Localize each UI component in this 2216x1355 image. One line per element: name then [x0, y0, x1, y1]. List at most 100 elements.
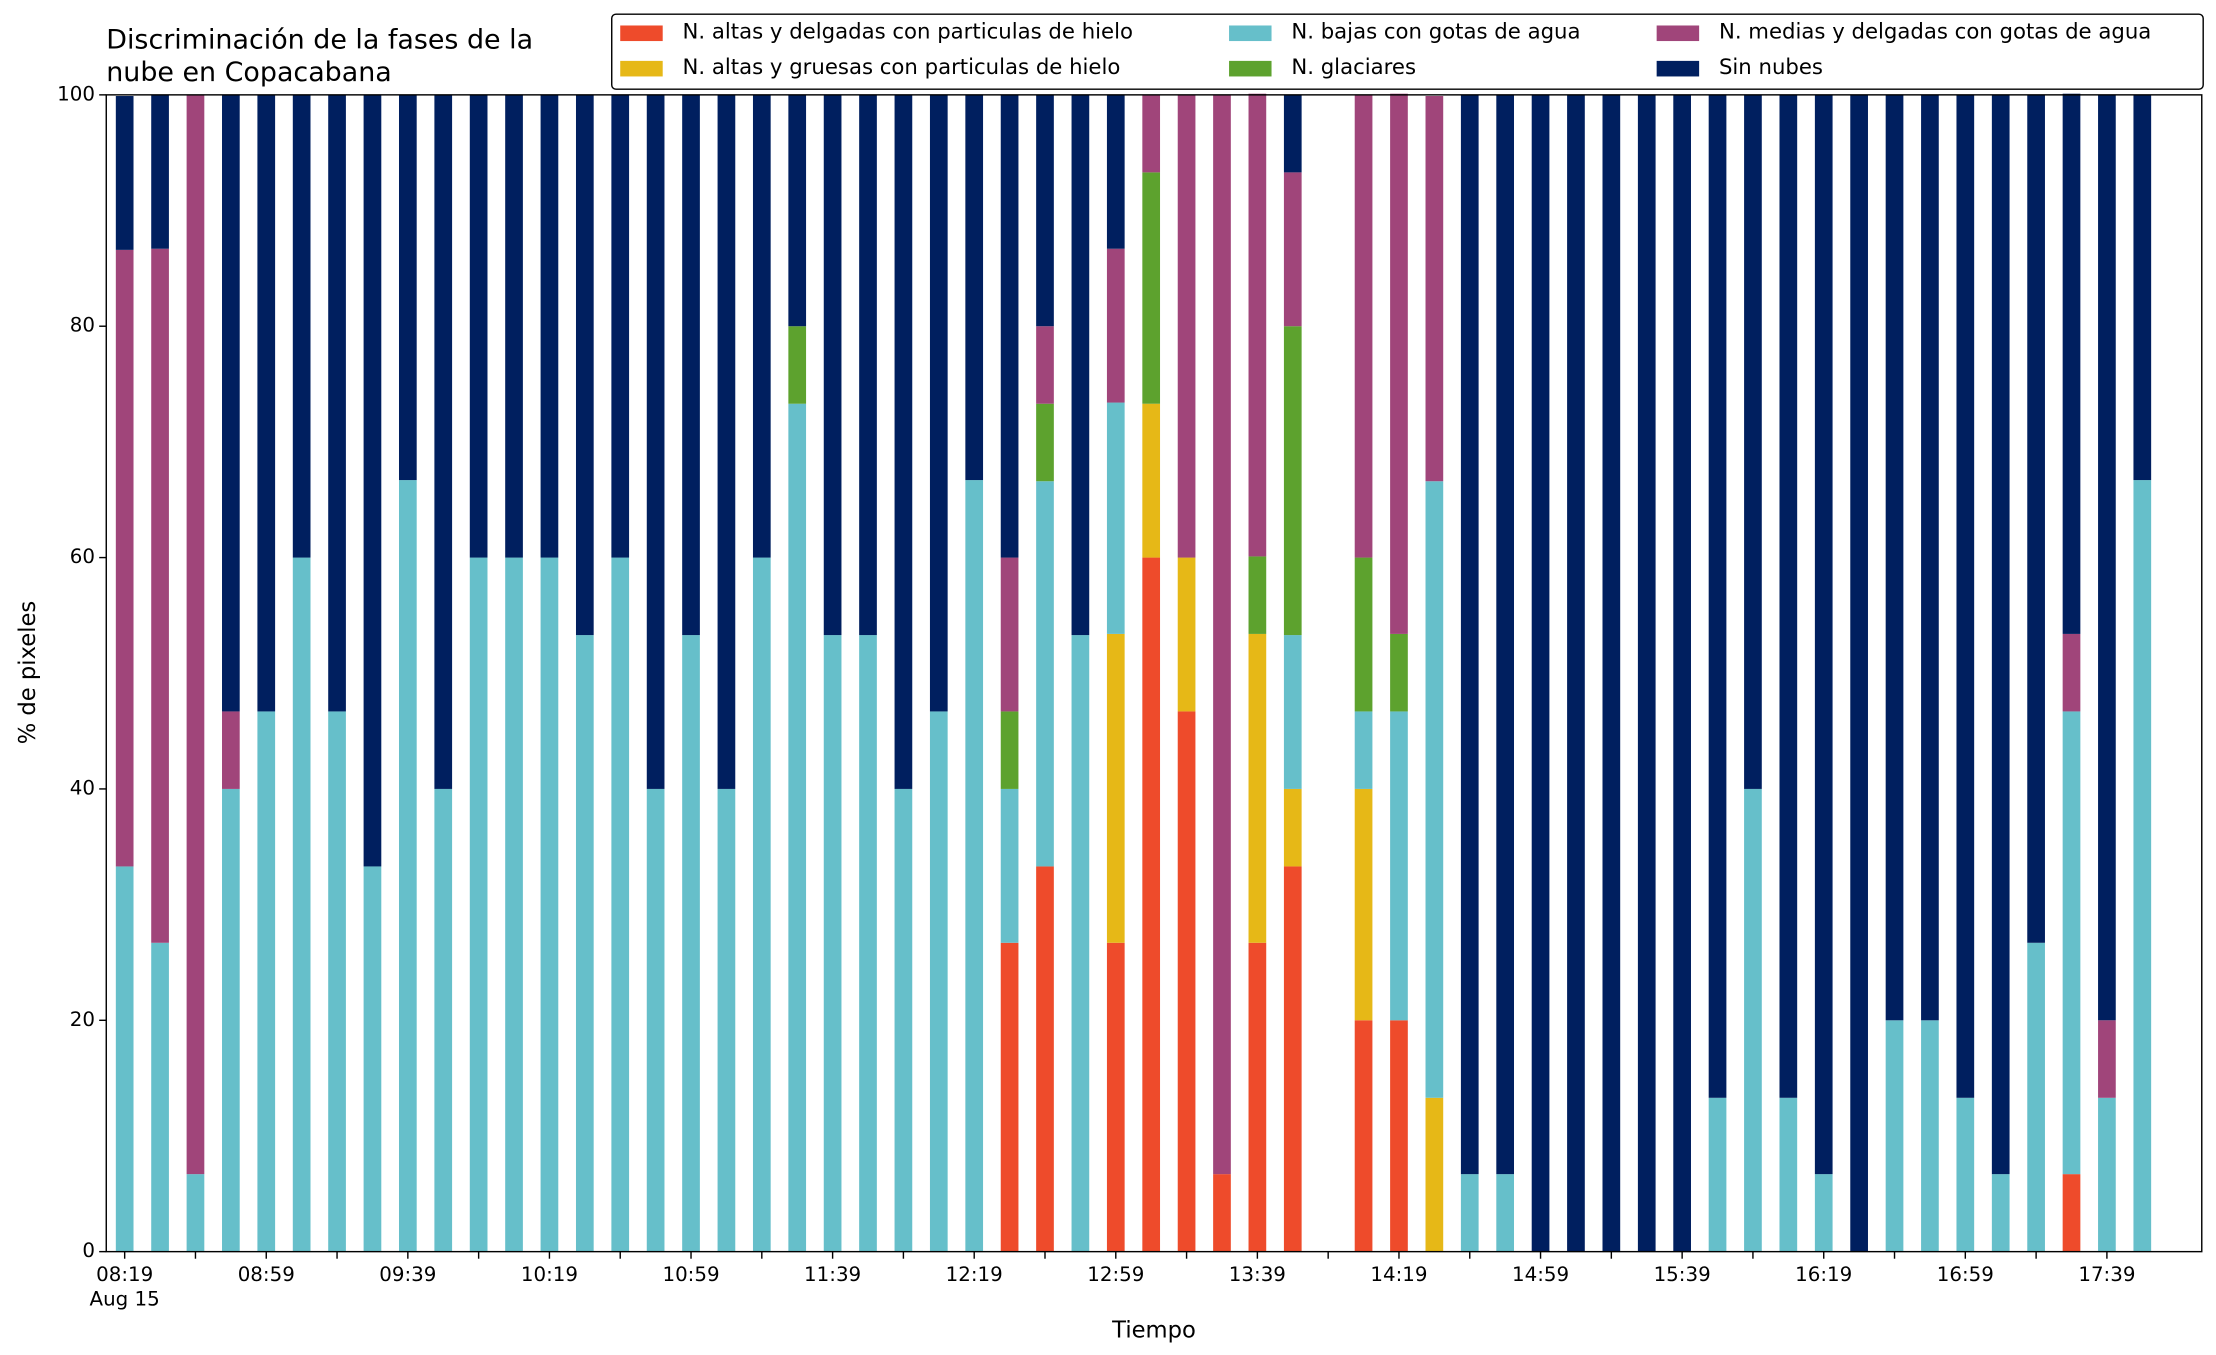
bar-segment	[1000, 557, 1019, 712]
bar-segment	[186, 1174, 205, 1252]
bar-segment	[2098, 1097, 2116, 1252]
y-tick-label: 20	[70, 1008, 95, 1031]
bar-segment	[1779, 1097, 1798, 1252]
bar-segment	[1637, 94, 1656, 1252]
x-tick-label: 08:19	[96, 1263, 153, 1286]
bar-segment	[1213, 1174, 1231, 1252]
bar-segment	[151, 94, 169, 249]
bar-segment	[717, 788, 736, 1252]
x-axis-label: Tiempo	[1111, 1317, 1196, 1343]
x-tick-label: 16:59	[1937, 1263, 1994, 1286]
x-tick-label: 12:19	[946, 1263, 1003, 1286]
bar-segment	[1354, 788, 1373, 1021]
bar-segment	[257, 94, 276, 712]
chart-title: Discriminación de la fases de la	[106, 25, 533, 56]
bar-segment	[1036, 866, 1054, 1252]
bar-segment	[1283, 635, 1302, 789]
bar-segment	[434, 788, 453, 1252]
bar-segment	[222, 94, 240, 712]
bar-segment	[434, 94, 453, 789]
bar-segment	[929, 94, 948, 712]
x-tick-label: 11:39	[804, 1263, 861, 1286]
bar-segment	[257, 711, 276, 1252]
bar-segment	[1425, 1097, 1444, 1252]
bar-segment	[1283, 326, 1302, 636]
bar-segment	[859, 635, 877, 1252]
x-tick-label: 13:39	[1229, 1263, 1286, 1286]
bar-segment	[1496, 94, 1515, 1175]
bar-segment	[1106, 94, 1125, 249]
bar-segment	[1567, 94, 1585, 1252]
bar-segment	[611, 94, 630, 558]
bar-segment	[752, 94, 771, 558]
bar-segment	[788, 403, 807, 1252]
bar-segment	[788, 94, 807, 327]
bar-segment	[682, 635, 700, 1252]
bar-segment	[2133, 94, 2152, 481]
bar-segment	[1142, 557, 1161, 1252]
bar-segment	[292, 94, 311, 558]
bar-segment	[292, 557, 311, 1252]
legend-swatch	[620, 25, 663, 42]
chart-title: nube en Copacabana	[106, 57, 392, 88]
bar-segment	[1283, 172, 1302, 327]
bar-segment	[2062, 93, 2081, 634]
bar-segment	[1177, 711, 1196, 1252]
bar-segment	[2062, 633, 2081, 712]
bar-segment	[1885, 94, 1904, 1021]
bar-segment	[1708, 1097, 1727, 1252]
bar-segment	[1213, 94, 1231, 1175]
bar-segment	[717, 94, 736, 789]
bar-segment	[505, 557, 523, 1252]
bar-segment	[965, 94, 984, 481]
bar-segment	[398, 480, 417, 1252]
bar-segment	[1000, 94, 1019, 558]
legend-label: N. altas y gruesas con particulas de hie…	[683, 55, 1121, 80]
legend-swatch	[1656, 60, 1700, 77]
bar-segment	[575, 94, 594, 636]
bar-segment	[2027, 942, 2045, 1252]
bar-segment	[1142, 403, 1161, 558]
legend-label: Sin nubes	[1719, 55, 1823, 80]
bar-segment	[1425, 96, 1444, 482]
bar-segment	[1744, 788, 1762, 1252]
legend-label: N. medias y delgadas con gotas de agua	[1719, 20, 2151, 45]
x-tick-label: 08:59	[238, 1263, 295, 1286]
bar-segment	[1354, 1020, 1373, 1252]
legend-swatch	[1656, 25, 1700, 42]
bar-segment	[929, 711, 948, 1252]
x-tick-label: 12:59	[1087, 1263, 1144, 1286]
x-tick-label: 10:19	[521, 1263, 578, 1286]
bar-segment	[1460, 1174, 1479, 1252]
y-tick-label: 80	[70, 314, 95, 337]
legend-label: N. glaciares	[1291, 55, 1416, 80]
legend-label: N. altas y delgadas con particulas de hi…	[683, 20, 1133, 45]
bar-segment	[151, 942, 169, 1252]
bar-segment	[1106, 942, 1125, 1252]
bar-segment	[1991, 94, 2010, 1175]
y-tick-label: 60	[70, 545, 95, 568]
bar-segment	[1248, 556, 1267, 634]
x-tick-label: 14:19	[1370, 1263, 1427, 1286]
y-tick-label: 0	[82, 1239, 95, 1262]
bar-segment	[1283, 788, 1302, 867]
bar-segment	[1921, 1020, 1939, 1252]
bar-segment	[1036, 481, 1054, 867]
bar-segment	[1496, 1174, 1515, 1252]
bar-segment	[1283, 866, 1302, 1252]
bar-segment	[2062, 711, 2081, 1175]
bar-segment	[1106, 633, 1125, 943]
bar-segment	[1921, 94, 1939, 1021]
bar-segment	[1814, 94, 1833, 1175]
bar-segment	[859, 94, 877, 636]
bar-segment	[1885, 1020, 1904, 1252]
bar-segment	[469, 557, 488, 1252]
bar-segment	[115, 866, 134, 1252]
x-sublabel: Aug 15	[90, 1287, 160, 1310]
bar-segment	[115, 96, 134, 250]
bar-segment	[823, 94, 842, 636]
bar-segment	[469, 94, 488, 558]
bar-segment	[965, 480, 984, 1252]
legend-swatch	[1229, 60, 1272, 77]
legend-swatch	[1229, 25, 1272, 42]
